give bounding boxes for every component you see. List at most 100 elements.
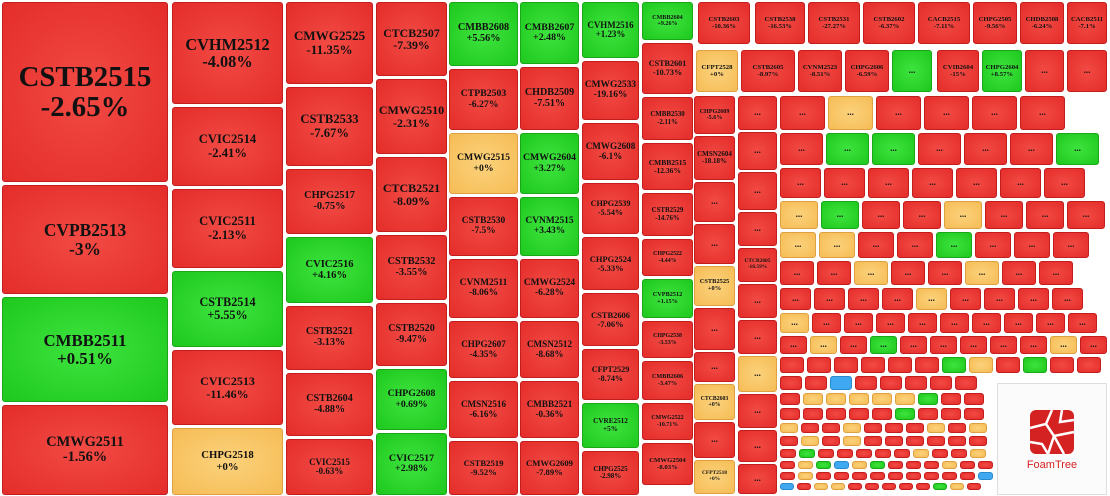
tile[interactable]: CMWG2515 +0% xyxy=(449,133,518,194)
collapsed-tile[interactable]: ... xyxy=(882,288,913,310)
collapsed-tile[interactable] xyxy=(924,472,939,480)
collapsed-tile[interactable]: ... xyxy=(1020,96,1065,130)
collapsed-tile[interactable] xyxy=(888,461,903,469)
collapsed-tile[interactable] xyxy=(918,408,938,420)
collapsed-tile[interactable]: ... xyxy=(738,132,777,170)
tile[interactable]: CMSN2516 -6.16% xyxy=(449,381,518,438)
collapsed-tile[interactable]: ... xyxy=(738,394,777,428)
collapsed-tile[interactable] xyxy=(849,408,869,420)
collapsed-tile[interactable] xyxy=(780,472,795,480)
collapsed-tile[interactable]: ... xyxy=(990,336,1017,354)
collapsed-tile[interactable]: ... xyxy=(1014,232,1050,258)
collapsed-tile[interactable] xyxy=(834,472,849,480)
collapsed-tile[interactable]: ... xyxy=(918,133,961,165)
collapsed-tile[interactable] xyxy=(960,461,975,469)
collapsed-tile[interactable]: ... xyxy=(817,261,851,285)
tile[interactable]: CMBB2530 -2.11% xyxy=(642,97,693,140)
collapsed-tile[interactable]: ... xyxy=(1025,50,1064,92)
collapsed-tile[interactable]: ... xyxy=(819,232,855,258)
collapsed-tile[interactable] xyxy=(1077,357,1101,373)
collapsed-tile[interactable] xyxy=(803,408,823,420)
tile[interactable]: CHPG2608 +0.69% xyxy=(376,369,447,430)
collapsed-tile[interactable] xyxy=(780,436,798,446)
collapsed-tile[interactable]: ... xyxy=(928,261,962,285)
collapsed-tile[interactable]: ... xyxy=(876,96,921,130)
collapsed-tile[interactable]: ... xyxy=(1050,336,1077,354)
collapsed-tile[interactable] xyxy=(969,423,987,433)
collapsed-tile[interactable] xyxy=(803,393,823,405)
collapsed-tile[interactable]: ... xyxy=(738,320,777,354)
collapsed-tile[interactable]: ... xyxy=(694,224,735,264)
collapsed-tile[interactable]: ... xyxy=(916,288,947,310)
tile[interactable]: CHPG2524 -5.33% xyxy=(582,237,639,290)
collapsed-tile[interactable] xyxy=(834,461,849,469)
tile[interactable]: CHPG2522 -4.44% xyxy=(642,239,693,276)
tile[interactable]: CSTB2533 -7.67% xyxy=(286,87,373,166)
collapsed-tile[interactable]: ... xyxy=(872,133,915,165)
collapsed-tile[interactable]: ... xyxy=(912,168,953,198)
tile[interactable]: CHDB2509 -7.51% xyxy=(520,67,579,130)
collapsed-tile[interactable] xyxy=(855,376,877,390)
tile[interactable]: CACB2511 -7.1% xyxy=(1067,2,1107,44)
collapsed-tile[interactable]: ... xyxy=(810,336,837,354)
tile[interactable]: CMBB2515 -12.36% xyxy=(642,143,693,190)
collapsed-tile[interactable] xyxy=(826,408,846,420)
collapsed-tile[interactable] xyxy=(955,376,977,390)
collapsed-tile[interactable] xyxy=(915,357,939,373)
collapsed-tile[interactable]: ... xyxy=(694,422,735,458)
collapsed-tile[interactable] xyxy=(801,436,819,446)
collapsed-tile[interactable] xyxy=(888,357,912,373)
collapsed-tile[interactable]: ... xyxy=(972,313,1001,333)
collapsed-tile[interactable] xyxy=(996,357,1020,373)
collapsed-tile[interactable]: ... xyxy=(780,288,811,310)
collapsed-tile[interactable]: ... xyxy=(828,96,873,130)
tile[interactable]: CSTB2605 -8.97% xyxy=(741,50,795,92)
tile[interactable]: CTCB2521 -8.09% xyxy=(376,157,447,232)
tile[interactable]: CHPG2539 -5.54% xyxy=(582,183,639,234)
collapsed-tile[interactable]: ... xyxy=(738,464,777,494)
collapsed-tile[interactable] xyxy=(797,483,811,490)
collapsed-tile[interactable]: ... xyxy=(738,284,777,318)
tile[interactable]: CTCB2603 +0% xyxy=(694,384,735,420)
collapsed-tile[interactable]: ... xyxy=(876,313,905,333)
collapsed-tile[interactable]: ... xyxy=(940,313,969,333)
collapsed-tile[interactable] xyxy=(843,423,861,433)
collapsed-tile[interactable]: ... xyxy=(1004,313,1033,333)
tile[interactable]: CFPT2528 +0% xyxy=(696,50,738,92)
collapsed-tile[interactable]: ... xyxy=(944,201,982,229)
collapsed-tile[interactable] xyxy=(780,423,798,433)
collapsed-tile[interactable] xyxy=(924,461,939,469)
collapsed-tile[interactable] xyxy=(882,483,896,490)
collapsed-tile[interactable] xyxy=(864,436,882,446)
tile[interactable]: CHPG2517 -0.75% xyxy=(286,169,373,234)
tile[interactable]: CHPG2609 -5.6% xyxy=(694,96,735,134)
collapsed-tile[interactable]: ... xyxy=(1053,232,1089,258)
collapsed-tile[interactable]: ... xyxy=(908,313,937,333)
tile[interactable]: CVNM2523 -8.51% xyxy=(798,50,842,92)
collapsed-tile[interactable]: ... xyxy=(814,288,845,310)
collapsed-tile[interactable] xyxy=(948,423,966,433)
collapsed-tile[interactable] xyxy=(905,376,927,390)
collapsed-tile[interactable]: ... xyxy=(984,288,1015,310)
collapsed-tile[interactable] xyxy=(906,436,924,446)
collapsed-tile[interactable]: ... xyxy=(900,336,927,354)
collapsed-tile[interactable]: ... xyxy=(840,336,867,354)
tile[interactable]: CSTB2606 -7.06% xyxy=(582,293,639,346)
collapsed-tile[interactable] xyxy=(970,449,986,458)
collapsed-tile[interactable] xyxy=(951,449,967,458)
tile[interactable]: CVIC2515 -0.63% xyxy=(286,439,373,495)
collapsed-tile[interactable] xyxy=(927,423,945,433)
collapsed-tile[interactable]: ... xyxy=(1000,168,1041,198)
tile[interactable]: CVIC2511 -2.13% xyxy=(172,189,283,268)
collapsed-tile[interactable]: ... xyxy=(694,182,735,222)
collapsed-tile[interactable] xyxy=(930,376,952,390)
collapsed-tile[interactable]: ... xyxy=(812,313,841,333)
tile[interactable]: CMWG2510 -2.31% xyxy=(376,79,447,154)
collapsed-tile[interactable]: ... xyxy=(780,261,814,285)
collapsed-tile[interactable] xyxy=(906,472,921,480)
tile[interactable]: CSTB2525 +0% xyxy=(694,266,735,306)
collapsed-tile[interactable] xyxy=(942,461,957,469)
tile[interactable]: CHPG2518 +0% xyxy=(172,428,283,495)
collapsed-tile[interactable]: ... xyxy=(780,313,809,333)
collapsed-tile[interactable]: ... xyxy=(930,336,957,354)
